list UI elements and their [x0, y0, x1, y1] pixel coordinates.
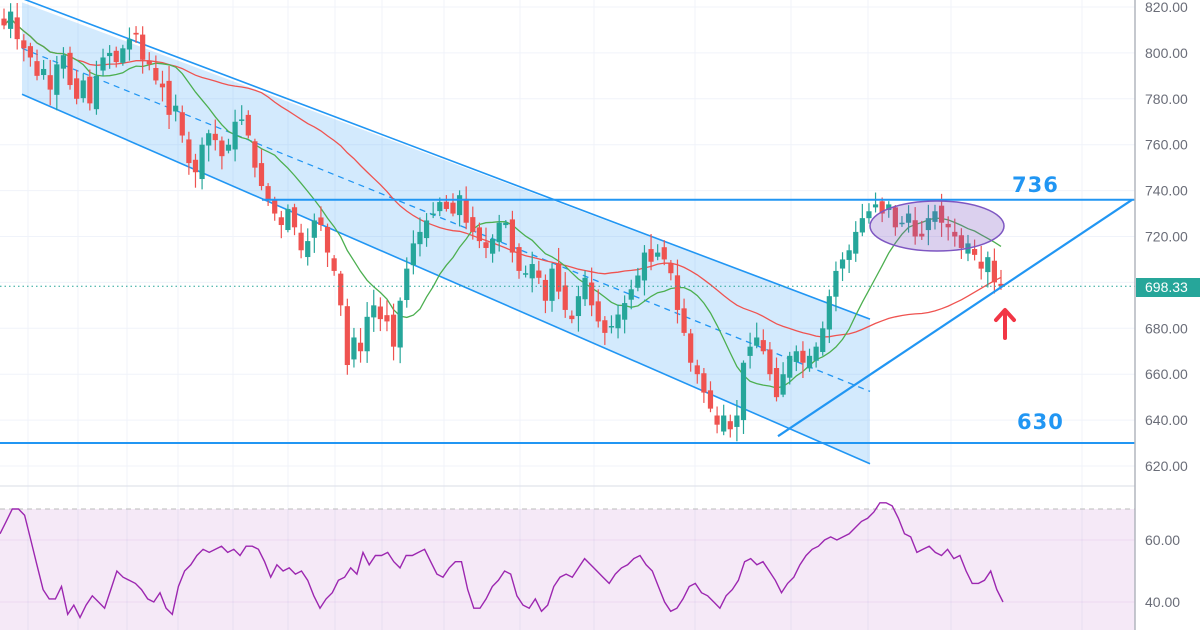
candlesticks [1, 2, 1004, 442]
price-tick-label: 780.00 [1145, 91, 1188, 107]
rsi-tick-label: 60.00 [1145, 532, 1180, 548]
fast-moving-average [3, 17, 1002, 389]
price-tick-label: 760.00 [1145, 137, 1188, 153]
support-resistance-lines [0, 198, 1135, 445]
price-tick-label: 720.00 [1145, 229, 1188, 245]
descending-channel [21, 0, 871, 465]
highlight-ellipse [869, 200, 1005, 252]
price-tick-label: 680.00 [1145, 320, 1188, 336]
arrow-up-icon [994, 308, 1016, 340]
price-tick-label: 640.00 [1145, 412, 1188, 428]
grid-lines [0, 0, 1135, 630]
price-tick-label: 620.00 [1145, 458, 1188, 474]
price-tick-label: 660.00 [1145, 366, 1188, 382]
price-tick-label: 740.00 [1145, 183, 1188, 199]
last-price-tag: 698.33 [1136, 278, 1200, 297]
annotations [869, 200, 1016, 340]
price-axis[interactable]: 820.00 800.00 780.00 760.00 740.00 720.00 680.… [1134, 0, 1200, 630]
rsi-panel [0, 502, 1135, 630]
rsi-tick-label: 40.00 [1145, 594, 1180, 610]
last-price-label: 698.33 [1145, 279, 1188, 295]
support-label: 630 [1017, 410, 1064, 434]
price-tick-label: 800.00 [1145, 45, 1188, 61]
price-tick-label: 820.00 [1145, 0, 1188, 15]
resistance-label: 736 [1012, 173, 1059, 197]
